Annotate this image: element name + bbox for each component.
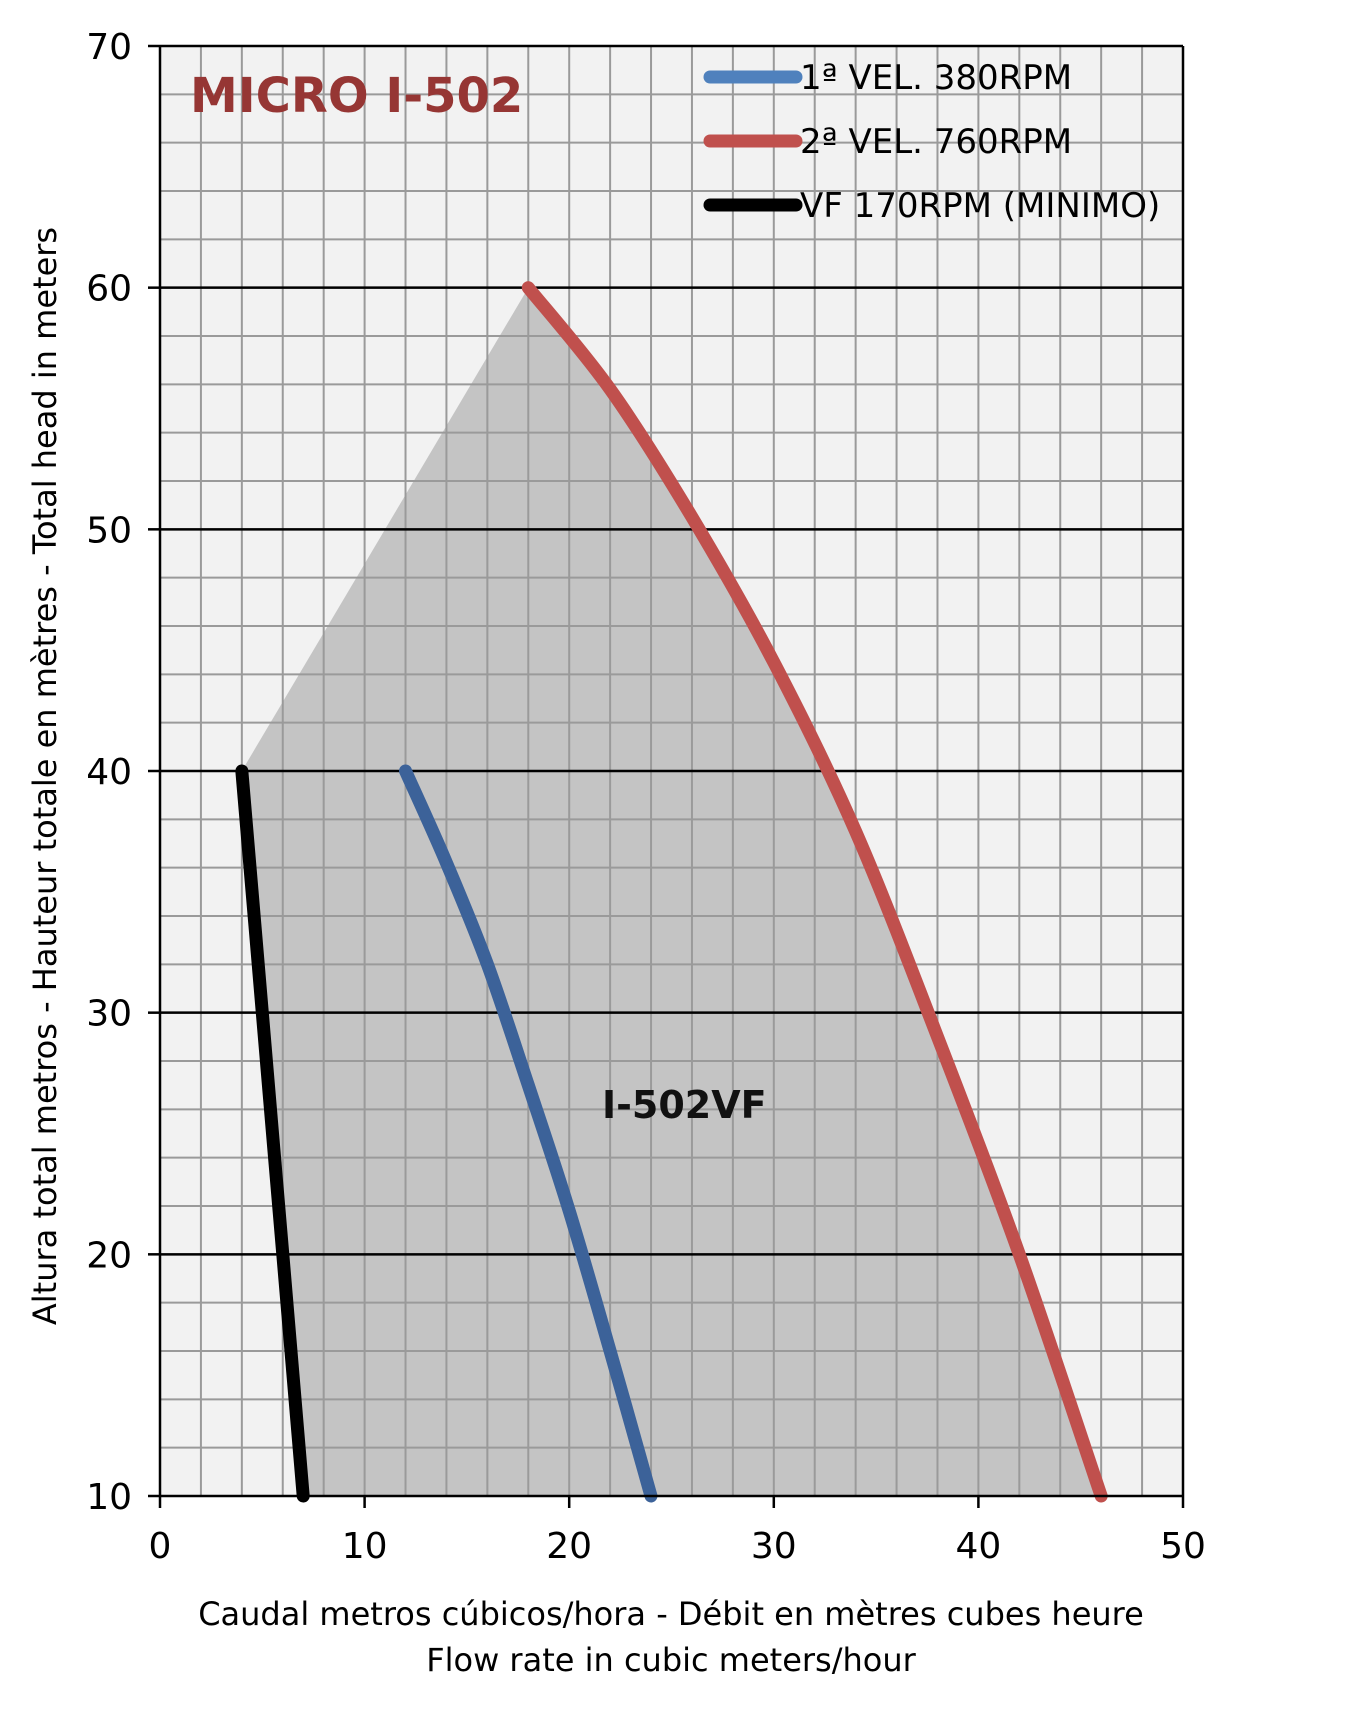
- y-tick-labels: 10 20 30 40 50 60 70: [86, 27, 132, 1518]
- x-tick-label: 20: [546, 1526, 592, 1567]
- series-lines: [235, 281, 1108, 1503]
- curve-annotation: I-502VF: [602, 1083, 767, 1127]
- legend-label: 1ª VEL. 380RPM: [800, 58, 1072, 98]
- y-axis-title: Altura total metros - Hauteur totale en …: [26, 227, 64, 1325]
- y-tick-label: 70: [86, 27, 132, 68]
- x-tick-label: 30: [751, 1526, 797, 1567]
- legend-label: VF 170RPM (MINIMO): [800, 186, 1160, 226]
- series-line-1a-vel: [399, 764, 658, 1503]
- major-gridlines: [160, 44, 1183, 1256]
- legend-label: 2ª VEL. 760RPM: [800, 122, 1072, 162]
- chart-title: MICRO I-502: [190, 68, 523, 124]
- y-tick-label: 10: [86, 1477, 132, 1518]
- y-tick-label: 30: [86, 994, 132, 1035]
- x-tick-labels: 0 10 20 30 40 50: [149, 1526, 1206, 1567]
- x-axis-title-line-2: Flow rate in cubic meters/hour: [426, 1641, 916, 1679]
- y-tick-label: 50: [86, 510, 132, 551]
- legend: 1ª VEL. 380RPM 2ª VEL. 760RPM VF 170RPM (M…: [703, 58, 1160, 226]
- y-tick-label: 60: [86, 269, 132, 310]
- axes: [148, 44, 1185, 1508]
- x-tick-label: 0: [149, 1526, 172, 1567]
- series-line-2a-vel: [521, 281, 1108, 1503]
- y-tick-label: 20: [86, 1235, 132, 1276]
- x-axis-title-line-1: Caudal metros cúbicos/hora - Débit en mè…: [198, 1595, 1144, 1633]
- x-tick-label: 50: [1160, 1526, 1206, 1567]
- x-tick-label: 10: [342, 1526, 388, 1567]
- y-tick-label: 40: [86, 752, 132, 793]
- operating-region: [241, 287, 1102, 1497]
- x-tick-label: 40: [955, 1526, 1001, 1567]
- series-line-vf-minimo: [235, 764, 310, 1503]
